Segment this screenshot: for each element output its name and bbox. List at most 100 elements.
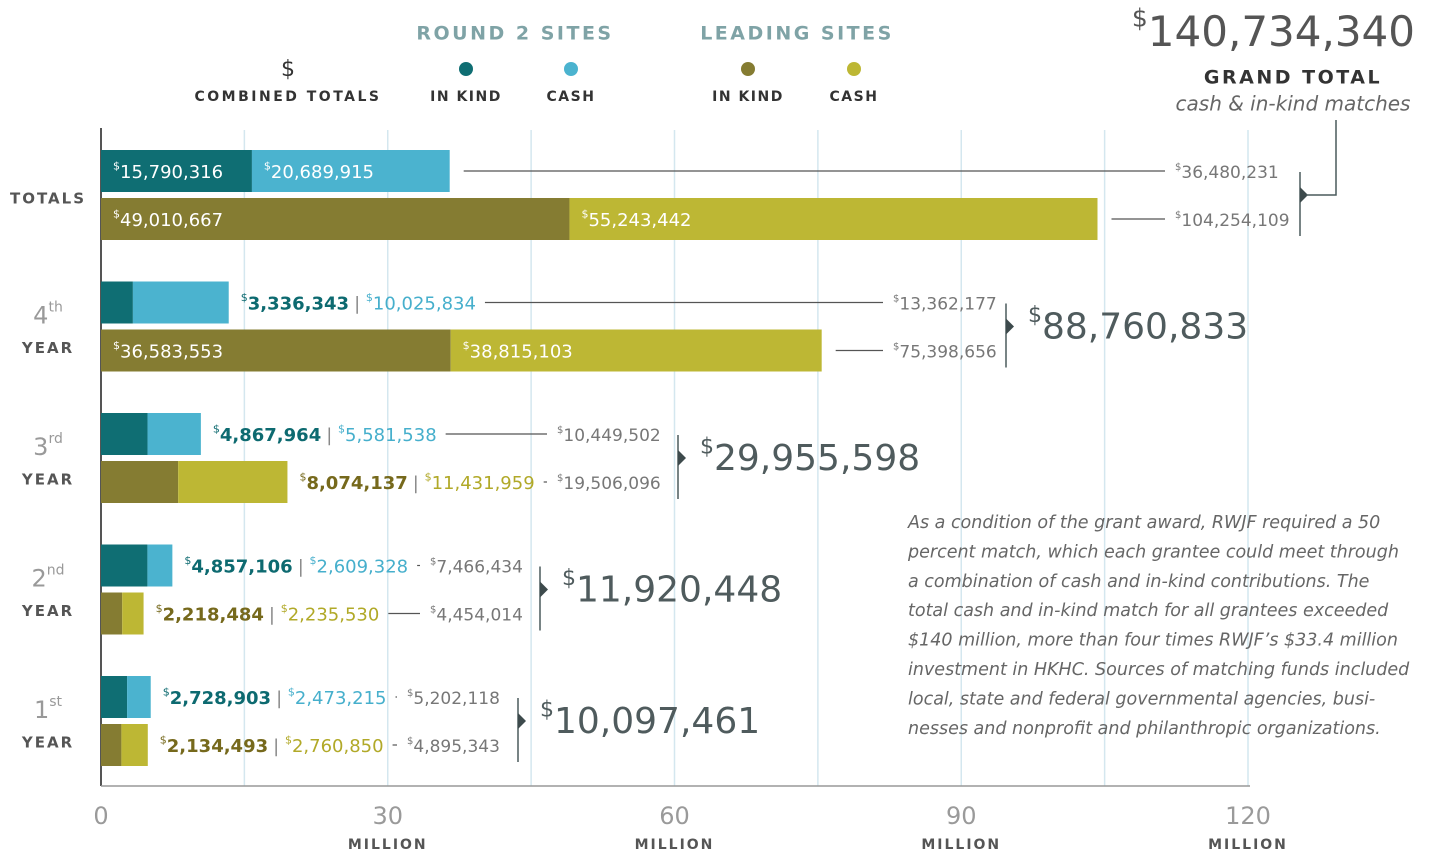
label-separator: |: [269, 605, 281, 626]
bar-segment: [450, 329, 822, 372]
value-label: 11,431,959: [432, 473, 535, 494]
bar-segment: [101, 676, 128, 718]
bar-label: $38,815,103: [463, 339, 573, 362]
currency-symbol: $: [310, 554, 317, 567]
legend-group-title: LEADING SITES: [700, 23, 894, 45]
category-total: $10,097,461: [540, 697, 760, 742]
currency-symbol: $: [893, 294, 899, 305]
bar-label: $55,243,442: [581, 208, 691, 231]
bar-label: $2,218,484 | $2,235,530: [156, 602, 380, 625]
label-separator: |: [326, 425, 338, 446]
category-total: $29,955,598: [700, 434, 920, 479]
category-label: TOTALS: [10, 190, 86, 208]
category-total: $11,920,448: [562, 566, 782, 611]
bar-label: $4,867,964 | $5,581,538: [213, 423, 437, 446]
currency-symbol: $: [425, 471, 432, 484]
bar-segment: [121, 724, 148, 766]
value-label: 4,895,343: [413, 737, 500, 757]
bar-segment: [147, 544, 173, 587]
category-unit: YEAR: [21, 734, 74, 752]
currency-symbol: $: [557, 425, 563, 436]
bar-label: $3,336,343 | $10,025,834: [241, 291, 476, 314]
category-unit: YEAR: [21, 602, 74, 620]
bar-label: $15,790,316: [113, 160, 223, 183]
legend-label: IN KIND: [430, 89, 502, 105]
category-number: 4: [33, 302, 48, 330]
bar-label: $4,857,106 | $2,609,328: [184, 554, 408, 577]
value-label: 15,790,316: [120, 162, 223, 183]
currency-symbol: $: [184, 554, 191, 567]
value-label: 29,955,598: [714, 438, 920, 479]
currency-symbol: $: [338, 423, 345, 436]
bar-segment: [101, 198, 570, 240]
row-total: $75,398,656: [893, 342, 997, 363]
value-label: 140,734,340: [1148, 7, 1415, 56]
label-separator: |: [298, 557, 310, 578]
x-tick-label: 0: [93, 802, 108, 830]
category-unit: YEAR: [21, 471, 74, 489]
row-total: $10,449,502: [557, 425, 661, 446]
category-label: 4th: [33, 300, 63, 330]
label-separator: |: [273, 736, 285, 757]
currency-symbol: $: [562, 566, 576, 591]
value-label: 2,235,530: [288, 605, 380, 626]
category-suffix: rd: [48, 431, 62, 447]
bar-label: $49,010,667: [113, 208, 223, 231]
value-label: 3,336,343: [248, 294, 349, 315]
bar-segment: [178, 461, 288, 503]
currency-symbol: $: [540, 697, 554, 722]
grand-total: $140,734,340: [1132, 3, 1415, 55]
value-label: 38,815,103: [470, 342, 573, 363]
category-label: 1st: [34, 694, 63, 724]
value-label: 11,920,448: [576, 570, 782, 611]
currency-symbol: $: [113, 339, 120, 352]
currency-symbol: $: [1132, 3, 1148, 32]
value-label: 8,074,137: [306, 473, 407, 494]
currency-symbol: $: [285, 734, 292, 747]
bar-segment: [147, 413, 201, 455]
label-separator: |: [413, 473, 425, 494]
bar-label: $20,689,915: [264, 160, 374, 183]
currency-symbol: $: [407, 688, 413, 699]
annotation: a combination of cash and in-kind contri…: [908, 572, 1369, 592]
bar-segment: [101, 329, 451, 372]
value-label: 10,449,502: [563, 426, 660, 446]
row-total: $19,506,096: [557, 473, 661, 494]
bar-label: $36,583,553: [113, 339, 223, 362]
annotation: investment in HKHC. Sources of matching …: [908, 660, 1410, 680]
value-label: 55,243,442: [588, 210, 691, 231]
currency-symbol: $: [264, 160, 271, 173]
legend-label: COMBINED TOTALS: [194, 89, 381, 105]
value-label: 10,097,461: [554, 701, 760, 742]
category-suffix: nd: [47, 563, 65, 579]
bar-segment: [127, 676, 151, 718]
currency-symbol: $: [893, 342, 899, 353]
bar-segment: [122, 592, 144, 635]
value-label: 4,857,106: [191, 557, 292, 578]
value-label: 5,202,118: [413, 689, 500, 709]
category-suffix: st: [49, 694, 62, 710]
currency-symbol: $: [557, 473, 563, 484]
value-label: 36,480,231: [1181, 163, 1278, 183]
legend-symbol: $: [281, 57, 295, 82]
value-label: 7,466,434: [436, 558, 523, 578]
value-label: 2,473,215: [295, 688, 387, 709]
bar-label: $2,728,903 | $2,473,215: [163, 686, 387, 709]
value-label: 10,025,834: [373, 294, 476, 315]
x-tick-unit: MILLION: [635, 837, 715, 853]
currency-symbol: $: [463, 339, 470, 352]
category-unit: YEAR: [21, 339, 74, 357]
currency-symbol: $: [213, 423, 220, 436]
legend-swatch: [741, 62, 755, 76]
currency-symbol: $: [430, 557, 436, 568]
category-suffix: th: [48, 300, 62, 316]
currency-symbol: $: [163, 686, 170, 699]
value-label: 2,609,328: [317, 557, 409, 578]
value-label: 13,362,177: [899, 295, 996, 315]
value-label: 49,010,667: [120, 210, 223, 231]
x-tick-unit: MILLION: [1208, 837, 1288, 853]
currency-symbol: $: [407, 736, 413, 747]
category-number: 3: [33, 433, 48, 461]
bar-segment: [101, 724, 122, 766]
currency-symbol: $: [241, 291, 248, 304]
